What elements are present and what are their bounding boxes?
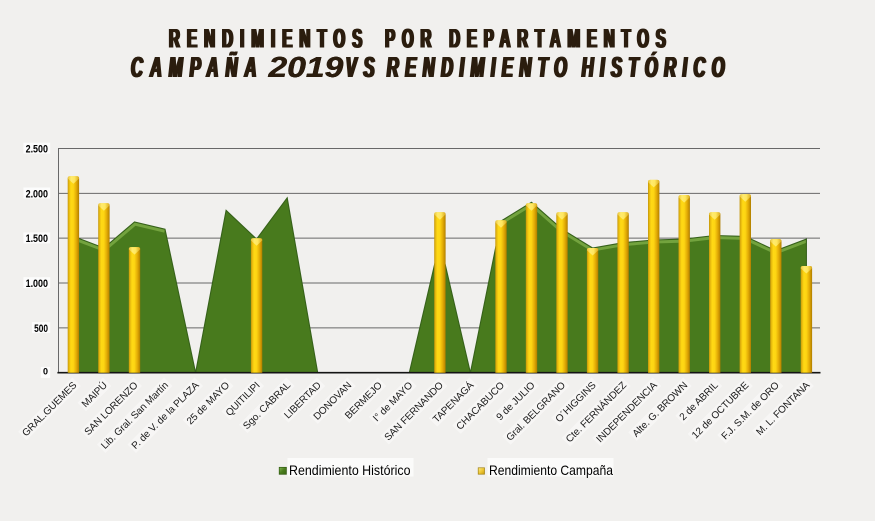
svg-text:POR DEPARTAMENTOS: POR DEPARTAMENTOS	[385, 23, 666, 54]
svg-text:MAIPÚ: MAIPÚ	[79, 379, 110, 410]
svg-text:2019: 2019	[267, 51, 344, 83]
svg-text:VS: VS	[345, 51, 374, 83]
svg-text:SAN LORENZO: SAN LORENZO	[83, 380, 141, 438]
svg-text:2019: 2019	[267, 51, 344, 83]
svg-text:2019: 2019	[268, 51, 345, 83]
svg-text:RENDIMIENTO: RENDIMIENTO	[386, 51, 566, 83]
svg-text:2019: 2019	[268, 51, 345, 83]
svg-text:2019: 2019	[267, 51, 344, 83]
svg-text:2.000: 2.000	[26, 188, 48, 200]
svg-text:1.500: 1.500	[26, 233, 48, 245]
svg-text:Alte. G. BROWN: Alte. G. BROWN	[631, 380, 690, 439]
svg-text:CAMPAÑA: CAMPAÑA	[130, 50, 256, 83]
svg-text:0: 0	[43, 366, 48, 377]
svg-text:CAMPAÑA: CAMPAÑA	[132, 50, 258, 83]
svg-text:500: 500	[34, 323, 48, 335]
svg-text:2.500: 2.500	[26, 144, 48, 156]
svg-text:CAMPAÑA: CAMPAÑA	[130, 50, 256, 83]
svg-text:Rendimiento Histórico: Rendimiento Histórico	[289, 463, 411, 478]
svg-text:CAMPAÑA: CAMPAÑA	[131, 50, 257, 83]
svg-text:1.000: 1.000	[26, 278, 48, 290]
svg-text:GRAL.GUEMES: GRAL.GUEMES	[20, 380, 79, 439]
svg-text:M. L. FONTANA: M. L. FONTANA	[755, 380, 813, 438]
svg-text:HISTÓRICO: HISTÓRICO	[581, 50, 724, 83]
svg-text:CAMPAÑA: CAMPAÑA	[131, 50, 257, 83]
svg-text:Rendimiento Campaña: Rendimiento Campaña	[489, 463, 613, 478]
